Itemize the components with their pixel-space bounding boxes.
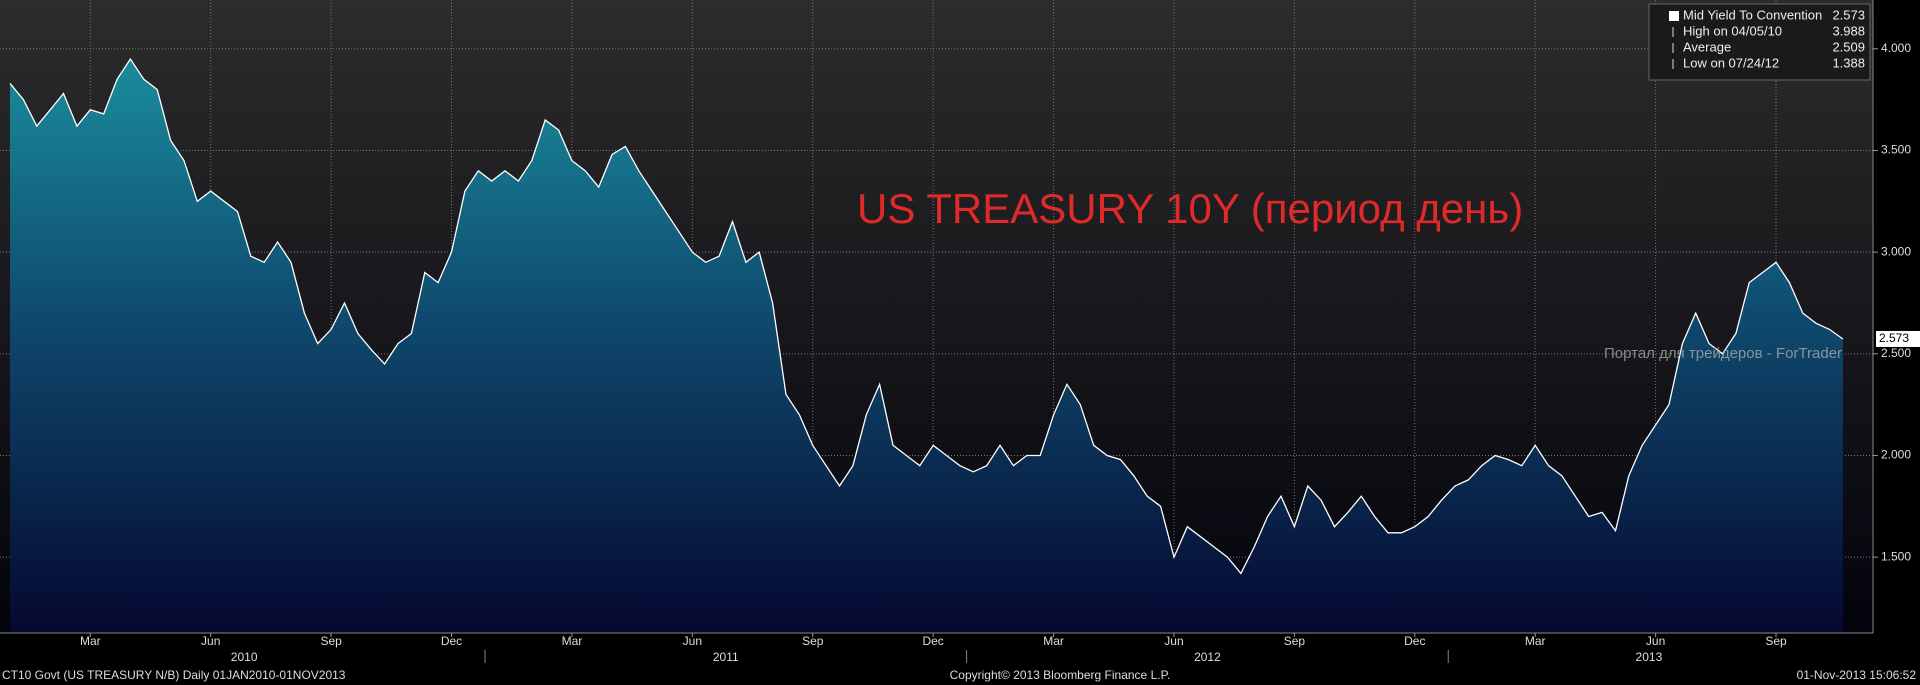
x-tick-label: Mar: [80, 634, 101, 648]
legend-swatch: [1669, 11, 1679, 21]
x-tick-label: Sep: [320, 634, 342, 648]
x-tick-label: Jun: [1164, 634, 1183, 648]
x-tick-label: Jun: [683, 634, 702, 648]
area-fill: [10, 59, 1843, 633]
legend-value: 1.388: [1832, 55, 1865, 70]
legend-label: High on 04/05/10: [1683, 23, 1782, 38]
x-tick-label: Jun: [1646, 634, 1665, 648]
y-tick-label: 3.000: [1881, 244, 1911, 258]
year-label: 2013: [1636, 650, 1663, 664]
x-tick-label: Mar: [1043, 634, 1064, 648]
year-label: 2011: [713, 650, 739, 664]
x-tick-label: Jun: [201, 634, 220, 648]
footer-center: Copyright© 2013 Bloomberg Finance L.P.: [950, 668, 1171, 682]
x-tick-label: Dec: [922, 634, 943, 648]
x-tick-label: Mar: [1525, 634, 1546, 648]
y-tick-label: 4.000: [1881, 41, 1911, 55]
legend-value: 2.509: [1832, 39, 1865, 54]
y-tick-label: 3.500: [1881, 143, 1911, 157]
x-tick-label: Dec: [441, 634, 462, 648]
year-label: 2010: [231, 650, 258, 664]
legend-label: Average: [1683, 39, 1731, 54]
legend-value: 2.573: [1832, 7, 1865, 22]
x-tick-label: Sep: [802, 634, 824, 648]
x-tick-label: Sep: [1284, 634, 1306, 648]
legend-box: [1648, 3, 1871, 81]
annotation: US TREASURY 10Y (период день): [857, 185, 1523, 232]
x-tick-label: Dec: [1404, 634, 1425, 648]
last-value-label: 2.573: [1879, 331, 1909, 345]
line: [9, 57, 1844, 575]
legend-label: Low on 07/24/12: [1683, 55, 1779, 70]
y-tick-label: 2.000: [1881, 448, 1911, 462]
footer-right: 01-Nov-2013 15:06:52: [1797, 668, 1917, 682]
footer-bar: [0, 667, 1920, 685]
footer-left: CT10 Govt (US TREASURY N/B) Daily 01JAN2…: [2, 668, 346, 682]
x-tick-label: Mar: [562, 634, 583, 648]
legend-label: Mid Yield To Convention: [1683, 7, 1822, 22]
x-tick-label: Sep: [1765, 634, 1787, 648]
y-tick-label: 1.500: [1881, 549, 1911, 563]
year-label: 2012: [1194, 650, 1221, 664]
watermark: Портал для трейдеров - ForTrader: [1604, 345, 1842, 362]
y-tick-label: 2.500: [1881, 346, 1911, 360]
last-value-box: [1876, 330, 1920, 347]
legend-value: 3.988: [1832, 23, 1865, 38]
